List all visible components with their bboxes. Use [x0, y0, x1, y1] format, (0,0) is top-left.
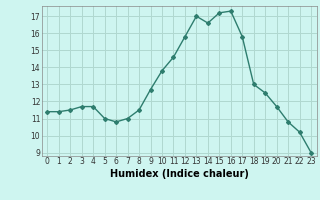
X-axis label: Humidex (Indice chaleur): Humidex (Indice chaleur): [110, 169, 249, 179]
